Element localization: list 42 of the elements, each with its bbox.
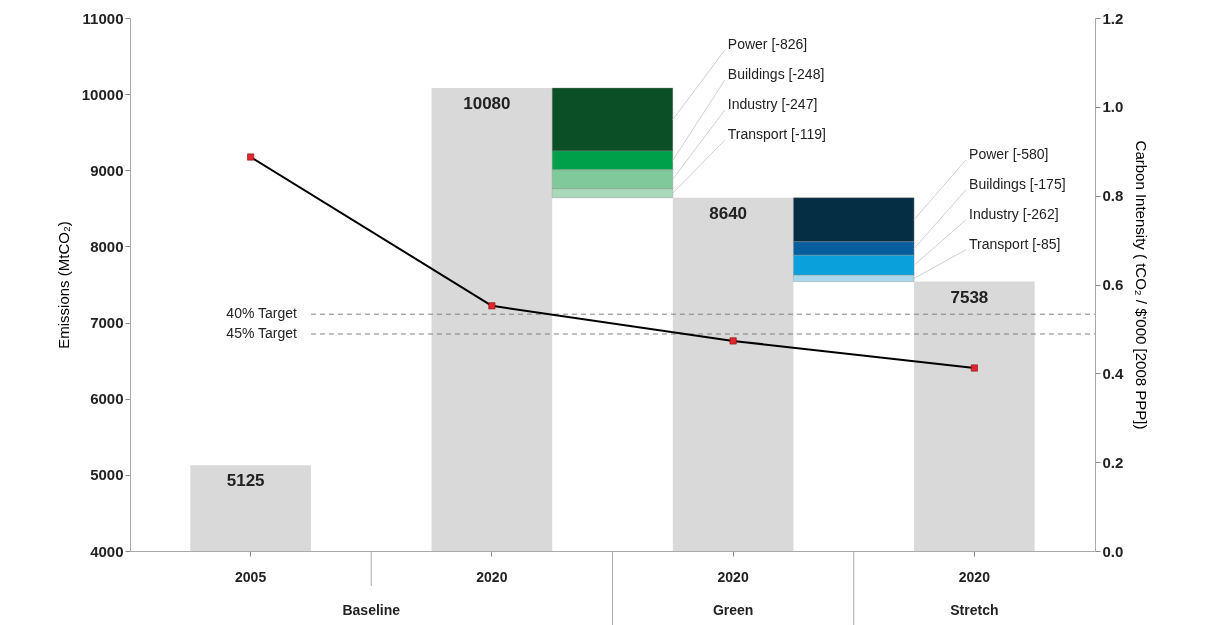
text: Stretch (950, 602, 999, 618)
text: Baseline (342, 602, 401, 618)
data-label: 5125 (226, 471, 265, 491)
y2-tick-label: 0.6 (1102, 276, 1124, 293)
y-tick-label: 9000 (90, 161, 124, 179)
data-label: 8640 (709, 203, 748, 223)
text: Transport [-85] (969, 235, 1061, 252)
y2-tick-label: 0.0 (1102, 542, 1124, 560)
y-tick-label: 11000 (82, 9, 124, 27)
y2-axis-title: Carbon Intensity ( tCO₂ / $'000 [2008 PPP]) (1133, 140, 1151, 430)
text: Green (712, 602, 754, 618)
data-label: 10080 (463, 94, 511, 114)
point (488, 302, 496, 310)
x-tick-label: 2020 (476, 568, 508, 585)
y2-tick-label: 0.2 (1102, 453, 1124, 471)
text: Power [-826] (727, 36, 808, 53)
point (247, 153, 255, 161)
text: Industry [-262] (969, 205, 1059, 222)
y-tick-label: 7000 (90, 314, 124, 332)
text: Buildings [-175] (969, 175, 1066, 192)
text: Industry [-247] (727, 96, 818, 113)
text: Buildings [-248] (727, 66, 825, 83)
y-axis-title: Emissions (MtCO₂) (54, 221, 72, 349)
y-tick-label: 5000 (90, 466, 124, 484)
y2-tick-label: 0.4 (1102, 364, 1125, 382)
point (970, 364, 978, 372)
x-tick-label: 2020 (958, 568, 991, 585)
y2-tick-label: 1.2 (1102, 9, 1124, 27)
x-tick-label: 2005 (235, 568, 267, 585)
y-tick-label: 6000 (90, 390, 124, 408)
y2-tick-label: 1.0 (1102, 98, 1124, 116)
y-tick-label: 10000 (81, 85, 124, 103)
text: Transport [-119] (727, 126, 826, 143)
ref-line-label: 40% Target (226, 305, 298, 322)
x-tick-label: 2020 (717, 568, 749, 585)
data-label: 7538 (950, 287, 989, 307)
ref-line-label: 45% Target (226, 324, 298, 341)
y2-tick-label: 0.8 (1102, 187, 1124, 205)
y-tick-label: 4000 (90, 542, 124, 560)
y-tick-label: 8000 (90, 237, 124, 255)
point (729, 337, 737, 345)
text: Power [-580] (969, 145, 1049, 162)
